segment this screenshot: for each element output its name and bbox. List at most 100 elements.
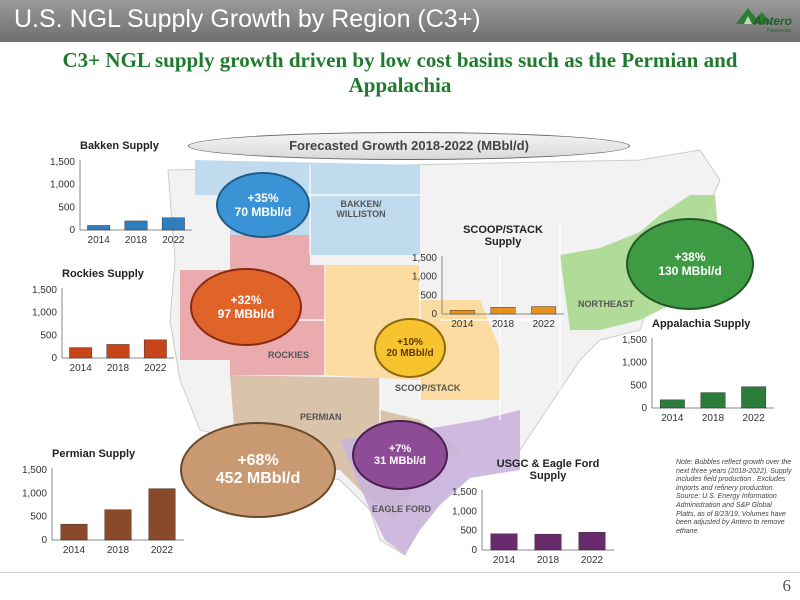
logo-text: Antero	[753, 14, 792, 28]
bar-2018	[124, 220, 148, 231]
x-tick-label: 2018	[702, 413, 725, 424]
bubble-permian: +68% 452 MBbl/d	[180, 422, 336, 518]
bar-2022	[161, 217, 185, 231]
bar-2018	[106, 344, 130, 359]
chart-title-line: USGC & Eagle Ford	[497, 458, 600, 470]
x-tick-label: 2014	[451, 319, 474, 330]
chart-title-line: SCOOP/STACK	[463, 224, 543, 236]
y-tick-label: 500	[630, 380, 647, 391]
chart-appalachia: Appalachia Supply 0 500 1,000 1,500 2014 2018 2…	[622, 318, 774, 424]
headline: C3+ NGL supply growth driven by low cost…	[62, 48, 738, 97]
bubble-permian-pct: +68%	[237, 452, 279, 469]
chart-title-line: Bakken Supply	[80, 140, 160, 152]
y-tick-label: 1,000	[32, 308, 57, 319]
region-label-northeast: NORTHEAST	[578, 299, 634, 309]
footer-divider	[0, 572, 800, 573]
y-tick-label: 1,500	[622, 335, 647, 346]
y-tick-label: 0	[51, 353, 57, 364]
chart-bakken: Bakken Supply 0 500 1,000 1,500 2014 2018 2022	[50, 140, 192, 246]
chart-title-line: Appalachia Supply	[652, 318, 751, 330]
y-tick-label: 1,500	[22, 465, 47, 476]
x-tick-label: 2014	[661, 413, 684, 424]
page-number: 6	[782, 576, 792, 595]
y-tick-label: 500	[40, 330, 57, 341]
x-tick-label: 2018	[107, 545, 130, 556]
bar-2018	[534, 533, 562, 551]
y-tick-label: 0	[641, 403, 647, 414]
y-tick-label: 500	[58, 202, 75, 213]
chart-title-line: Permian Supply	[52, 448, 136, 460]
bar-2022	[143, 339, 167, 359]
y-tick-label: 500	[460, 526, 477, 537]
bar-2018	[700, 392, 726, 409]
region-label-eagle-ford: EAGLE FORD	[372, 504, 432, 514]
footnote: Note: Bubbles reflect growth over the ne…	[676, 459, 792, 535]
y-tick-label: 1,500	[50, 157, 75, 168]
title-bar: U.S. NGL Supply Growth by Region (C3+) A…	[0, 0, 800, 42]
y-tick-label: 0	[431, 309, 437, 320]
x-tick-label: 2022	[151, 545, 174, 556]
y-tick-label: 1,000	[50, 180, 75, 191]
x-tick-label: 2014	[493, 555, 516, 566]
logo-subtext: Resources	[767, 28, 791, 34]
bubble-scoop-pct: +10%	[397, 337, 423, 348]
region-label-bakken: BAKKEN/ WILLISTON	[336, 199, 386, 219]
y-tick-label: 1,000	[412, 272, 437, 283]
y-tick-label: 1,000	[22, 488, 47, 499]
bubble-northeast-pct: +38%	[674, 250, 706, 264]
y-tick-label: 0	[69, 225, 75, 236]
bubble-bakken: +35% 70 MBbl/d	[216, 172, 310, 238]
x-tick-label: 2014	[88, 235, 111, 246]
mountain-logo-icon	[736, 8, 772, 24]
bar-2022	[578, 532, 606, 551]
y-tick-label: 1,000	[622, 358, 647, 369]
bar-2022	[741, 386, 767, 409]
y-tick-label: 500	[30, 512, 47, 523]
x-tick-label: 2014	[63, 545, 86, 556]
bubble-rockies-pct: +32%	[230, 293, 262, 307]
x-tick-label: 2018	[492, 319, 515, 330]
y-tick-label: 1,500	[452, 487, 477, 498]
slide-title: U.S. NGL Supply Growth by Region (C3+)	[14, 5, 481, 33]
x-tick-label: 2018	[125, 235, 148, 246]
bar-2022	[531, 306, 557, 315]
y-tick-label: 0	[41, 535, 47, 546]
x-tick-label: 2022	[162, 235, 185, 246]
region-label-rockies: ROCKIES	[268, 350, 310, 360]
x-tick-label: 2014	[70, 363, 93, 374]
bubble-bakken-value: 70 MBbl/d	[234, 205, 292, 219]
bar-2014	[60, 523, 88, 541]
x-tick-label: 2018	[537, 555, 560, 566]
bubble-rockies: +32% 97 MBbl/d	[190, 268, 302, 346]
bubble-eagle-pct: +7%	[388, 443, 412, 455]
chart-title-line: Rockies Supply	[62, 268, 145, 280]
bubble-scoop-stack: +10% 20 MBbl/d	[374, 318, 446, 378]
forecast-banner: Forecasted Growth 2018-2022 (MBbl/d)	[188, 132, 630, 160]
bar-2018	[104, 509, 132, 541]
x-tick-label: 2022	[743, 413, 766, 424]
region-label-scoop-stack: SCOOP/STACK	[395, 383, 461, 393]
bar-2014	[659, 399, 685, 409]
bar-2014	[490, 533, 518, 551]
y-tick-label: 1,000	[452, 506, 477, 517]
chart-rockies: Rockies Supply 0 500 1,000 1,500 2014 2018 2022	[32, 268, 174, 374]
chart-title-line: Supply	[485, 236, 523, 248]
bar-2022	[148, 488, 176, 541]
x-tick-label: 2022	[533, 319, 556, 330]
y-tick-label: 500	[420, 290, 437, 301]
bubble-scoop-value: 20 MBbl/d	[386, 348, 434, 359]
x-tick-label: 2018	[107, 363, 130, 374]
chart-title-line: Supply	[530, 470, 568, 482]
bar-2014	[69, 347, 93, 359]
region-label-permian: PERMIAN	[300, 412, 342, 422]
y-tick-label: 1,500	[32, 285, 57, 296]
bubble-northeast-value: 130 MBbl/d	[658, 264, 722, 278]
bar-2018	[490, 307, 516, 315]
chart-permian: Permian Supply 0 500 1,000 1,500 2014 2018 2022	[22, 448, 184, 556]
bubble-northeast: +38% 130 MBbl/d	[626, 218, 754, 310]
y-tick-label: 0	[471, 545, 477, 556]
bubble-eagle-value: 31 MBbl/d	[374, 455, 426, 467]
y-tick-label: 1,500	[412, 253, 437, 264]
